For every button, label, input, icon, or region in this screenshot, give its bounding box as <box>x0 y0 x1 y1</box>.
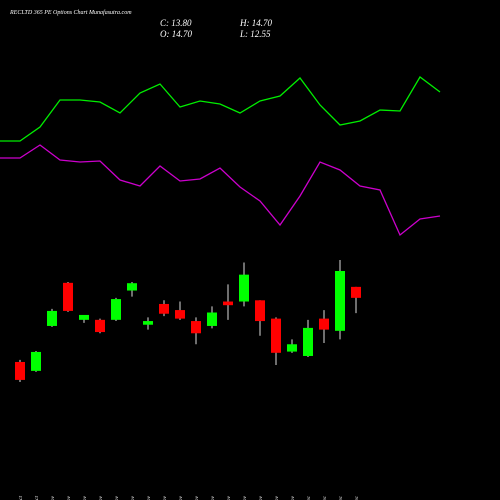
candle-body <box>175 310 185 319</box>
x-tick-label: 24 Nov <box>225 495 232 500</box>
x-tick-label: 03 Dec <box>338 495 344 500</box>
x-tick-label: 01 Dec <box>306 495 312 500</box>
x-tick-label: 04 Dec <box>353 495 360 500</box>
x-tick-label: 20 Nov <box>194 495 200 500</box>
candle-body <box>255 300 265 322</box>
x-tick-label: 02 Dec <box>322 495 328 500</box>
low-label: L: 12.55 <box>239 29 271 39</box>
candle-body <box>223 301 233 306</box>
x-tick-label: 18 Nov <box>162 495 168 500</box>
candle-body <box>207 312 217 326</box>
candle-body <box>335 270 345 331</box>
x-tick-label: 06 Nov <box>50 495 56 500</box>
candle-body <box>79 314 89 320</box>
line-series <box>0 76 441 142</box>
close-label: C: 13.80 <box>160 18 192 28</box>
candle-body <box>111 299 121 320</box>
open-label: O: 14.70 <box>160 29 192 39</box>
line-series <box>0 144 441 237</box>
x-tick-label: 30 Oct <box>34 496 40 500</box>
x-tick-label: 21 Nov <box>210 495 216 500</box>
x-tick-label: 27 Nov <box>274 495 280 500</box>
x-tick-label: 17 Nov <box>146 495 152 500</box>
candle-body <box>127 283 137 291</box>
x-tick-label: 12 Nov <box>114 495 120 500</box>
candle-body <box>319 318 329 330</box>
candle-body <box>159 303 169 314</box>
x-tick-label: 29 Oct <box>18 496 24 500</box>
candle-body <box>143 321 153 325</box>
candle-body <box>95 319 105 333</box>
candle-body <box>239 274 249 302</box>
candle-body <box>287 344 297 352</box>
x-tick-label: 25 Nov <box>242 495 248 500</box>
x-tick-label: 28 Nov <box>290 495 296 500</box>
candle-body <box>47 310 57 326</box>
candle-body <box>31 351 41 371</box>
high-label: H: 14.70 <box>239 18 272 28</box>
candle-body <box>191 321 201 334</box>
candle-body <box>271 318 281 353</box>
x-tick-label: 10 Nov <box>82 495 88 500</box>
x-tick-label: 19 Nov <box>178 495 184 500</box>
chart-title: RECLTD 365 PE Options Chart Munafasutra.… <box>9 9 132 16</box>
candle-body <box>351 286 361 298</box>
x-tick-label: 13 Nov <box>130 495 136 500</box>
candle-body <box>63 282 73 311</box>
x-tick-label: 11 Nov <box>98 495 104 500</box>
x-tick-label: 26 Nov <box>258 495 264 500</box>
candle-body <box>15 361 25 380</box>
x-tick-label: 07 Nov <box>66 495 72 500</box>
candle-body <box>303 327 313 356</box>
